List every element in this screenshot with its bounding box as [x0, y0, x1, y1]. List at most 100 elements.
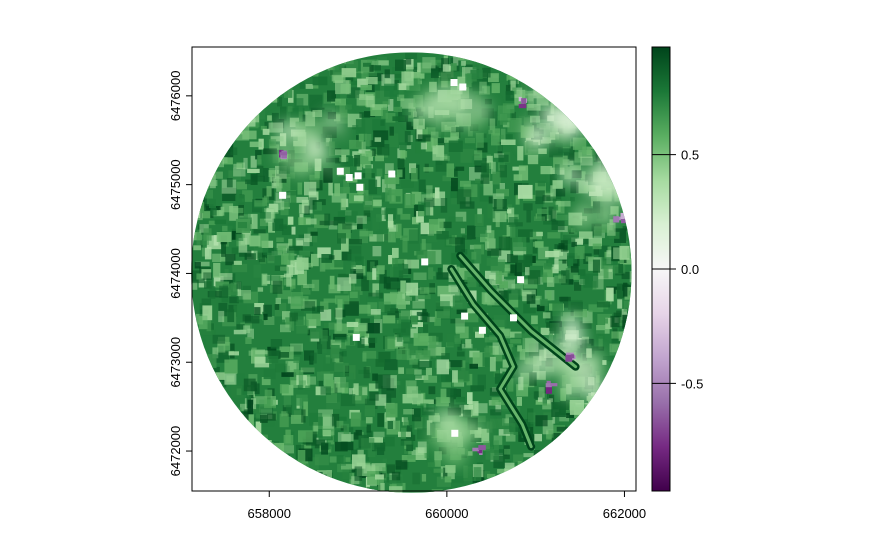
raster-cell — [369, 64, 374, 72]
raster-cell — [462, 409, 471, 418]
raster-cell — [471, 415, 486, 423]
raster-cell — [356, 94, 368, 106]
y-tick-label: 6472000 — [168, 426, 183, 477]
raster-cell — [263, 304, 272, 317]
raster-cell — [375, 154, 384, 162]
raster-cell — [355, 429, 362, 436]
raster-cell — [580, 108, 593, 115]
raster-cell — [265, 468, 275, 480]
raster-cell — [326, 401, 341, 410]
raster-cell — [345, 104, 352, 110]
raster-cell — [199, 181, 209, 189]
raster-cell — [403, 414, 410, 427]
raster-cell — [336, 420, 344, 429]
raster-cell — [367, 471, 379, 485]
raster-cell — [341, 464, 355, 470]
raster-cell — [531, 260, 547, 266]
raster-cell — [256, 90, 262, 98]
raster-cell — [247, 328, 254, 339]
raster-cell — [216, 55, 223, 67]
raster-cell — [426, 404, 438, 410]
raster-cell — [411, 72, 425, 79]
raster-cell — [550, 441, 562, 456]
raster-cell — [211, 379, 219, 385]
raster-cell — [385, 393, 392, 409]
raster-cell — [518, 68, 525, 79]
raster-cell — [625, 132, 632, 141]
raster-cell — [222, 157, 228, 163]
raster-cell — [510, 339, 522, 344]
raster-cell — [246, 91, 259, 97]
raster-cell — [375, 176, 381, 187]
raster-cell — [532, 295, 542, 301]
raster-cell — [432, 145, 444, 161]
raster-cell — [604, 118, 616, 129]
raster-cell — [485, 230, 495, 239]
raster-cell — [278, 162, 290, 174]
raster-cell — [579, 62, 586, 72]
raster-cell — [537, 397, 546, 402]
raster-cell — [270, 175, 280, 182]
raster-cell — [198, 401, 209, 417]
raster-cell — [558, 148, 574, 154]
raster-cell — [192, 446, 203, 457]
raster-cell — [510, 224, 516, 238]
raster-cell — [202, 354, 217, 369]
raster-cell — [427, 233, 438, 242]
raster-cell — [312, 110, 323, 117]
raster-cell — [333, 333, 347, 340]
raster-cell — [211, 329, 216, 335]
raster-cell — [605, 121, 610, 130]
raster-cell — [212, 464, 227, 480]
raster-cell — [560, 296, 569, 308]
raster-cell — [287, 191, 298, 196]
raster-cell — [451, 63, 457, 71]
raster-cell — [596, 301, 610, 308]
raster-cell — [359, 93, 374, 100]
raster-cell — [422, 308, 427, 315]
raster-cell — [340, 198, 346, 211]
raster-cell — [323, 357, 335, 371]
raster-cell — [616, 405, 626, 417]
raster-cell — [479, 81, 487, 94]
raster-cell — [434, 459, 441, 467]
raster-cell — [326, 470, 332, 480]
raster-cell — [593, 422, 608, 435]
raster-cell — [226, 178, 233, 188]
raster-cell — [231, 247, 239, 255]
raster-cell — [279, 384, 289, 394]
raster-cell — [402, 237, 408, 253]
raster-cell — [396, 349, 402, 359]
raster-cell — [474, 214, 484, 227]
raster-cell — [573, 420, 585, 433]
raster-cell — [417, 254, 425, 260]
raster-cell — [507, 378, 514, 392]
raster-cell — [583, 430, 591, 445]
raster-cell — [556, 485, 563, 491]
raster-cell — [584, 422, 597, 433]
raster-cell — [368, 383, 379, 392]
raster-cell — [372, 268, 377, 280]
raster-cell — [296, 257, 309, 270]
raster-cell — [357, 217, 363, 230]
raster-cell — [324, 213, 331, 226]
raster-cell — [505, 273, 515, 281]
raster-cell — [624, 410, 632, 420]
raster-cell — [539, 298, 548, 307]
raster-cell — [552, 468, 559, 477]
raster-cell — [537, 81, 545, 92]
raster-cell — [508, 264, 517, 276]
raster-cell — [402, 107, 411, 116]
raster-cell — [608, 396, 619, 407]
raster-cell — [568, 141, 575, 147]
raster-cell — [472, 79, 483, 92]
raster-cell — [353, 432, 359, 440]
raster-cell — [370, 309, 381, 315]
raster-cell — [431, 271, 436, 277]
raster-cell — [621, 308, 627, 321]
raster-cell — [445, 465, 456, 473]
raster-cell — [381, 385, 396, 398]
raster-cell — [212, 253, 222, 262]
raster-cell — [499, 183, 505, 190]
raster-cell — [511, 485, 516, 493]
